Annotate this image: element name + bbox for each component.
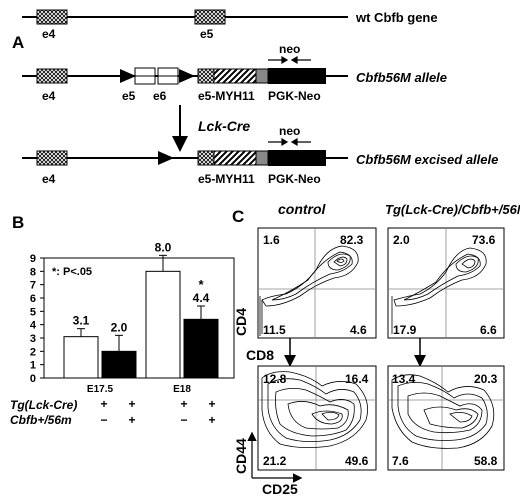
panel-c-label: C — [232, 207, 244, 226]
neo-primer-forward-icon — [268, 55, 289, 65]
genotype-sign: − — [180, 413, 187, 427]
cd25-axis-label: CD25 — [262, 481, 298, 497]
significance-mark: * — [198, 277, 204, 292]
data-label: 2.0 — [111, 320, 128, 334]
pgk-neo-box — [268, 68, 326, 84]
quadrant-value: 13.4 — [392, 372, 416, 386]
allele-e4-box — [36, 68, 68, 84]
cd44-axis-label: CD44 — [233, 438, 249, 474]
control-title: control — [278, 201, 327, 217]
bar-chart: *: P<.05 01 234 567 89 3.1 2.0 E17.5 8.0 4.4* E1… — [30, 240, 235, 395]
quadrant-value: 17.9 — [393, 323, 417, 337]
quadrant-value: 73.6 — [472, 233, 496, 247]
allele-e4-label: e4 — [42, 89, 56, 103]
excised-neo-label: neo — [279, 124, 300, 138]
genotype-sign: + — [128, 413, 135, 427]
contour-lines — [391, 374, 495, 449]
genotype-row1-label: Tg(Lck-Cre) — [10, 398, 77, 412]
y-tick-label: 2 — [30, 346, 36, 358]
fusion-e5-box — [197, 68, 215, 84]
neo-primer-reverse-icon — [290, 55, 311, 65]
y-tick-label: 5 — [30, 306, 36, 318]
y-tick-label: 4 — [30, 320, 37, 332]
quadrant-value: 21.2 — [263, 454, 287, 468]
genotype-sign: + — [208, 413, 215, 427]
panel-a-label: A — [12, 33, 24, 52]
x-tick-label: E17.5 — [87, 384, 114, 395]
data-label: 3.1 — [73, 314, 90, 328]
allele-title: Cbfb56M allele — [356, 70, 447, 85]
genotype-sign: + — [128, 397, 135, 411]
excised-e4-box — [36, 150, 68, 166]
quadrant-value: 16.4 — [345, 372, 369, 386]
genotype-row2-label: Cbfb+/56m — [10, 413, 72, 427]
data-label: 4.4 — [193, 291, 210, 305]
mutant-title: Tg(Lck-Cre)/Cbfb+/56M — [385, 202, 520, 217]
myh11-box — [213, 68, 257, 84]
excised-e4-label: e4 — [42, 172, 56, 186]
bar — [145, 270, 181, 379]
loxp-triangle — [158, 151, 174, 165]
genotype-sign: − — [100, 413, 107, 427]
y-tick-label: 8 — [30, 266, 36, 278]
bar — [101, 350, 137, 379]
y-tick-label: 9 — [30, 253, 36, 265]
flow-plot-control-cd4-cd8 — [257, 227, 377, 339]
pgk-neo-label: PGK-Neo — [268, 89, 321, 103]
excised-title: Cbfb56M excised allele — [356, 152, 498, 167]
genotype-sign: + — [208, 397, 215, 411]
allele-e5-label: e5 — [122, 89, 136, 103]
y-tick-label: 0 — [30, 373, 36, 385]
panel-b-label: B — [12, 213, 24, 232]
genotype-sign: + — [180, 397, 187, 411]
quadrant-value: 58.8 — [474, 454, 498, 468]
quadrant-value: 12.8 — [263, 372, 287, 386]
contour-lines — [261, 371, 369, 448]
flow-plot-mutant-cd44-cd25 — [387, 365, 505, 471]
loxp-triangle — [179, 69, 195, 83]
quadrant-value: 1.6 — [263, 233, 280, 247]
chart-legend: *: P<.05 — [52, 266, 92, 278]
quadrant-value: 82.3 — [340, 233, 364, 247]
exon-e5-label: e5 — [200, 27, 214, 41]
quadrant-value: 20.3 — [474, 372, 498, 386]
excised-fusion-label: e5-MYH11 — [198, 172, 255, 186]
exon-e5-box — [194, 9, 226, 25]
exon-e4-label: e4 — [42, 27, 56, 41]
quadrant-value: 49.6 — [345, 454, 369, 468]
flow-plot-mutant-cd4-cd8 — [387, 227, 505, 339]
y-tick-label: 6 — [30, 293, 36, 305]
quadrant-value: 2.0 — [393, 233, 410, 247]
excised-pgk-label: PGK-Neo — [268, 172, 321, 186]
exon-e4-box — [36, 9, 68, 25]
quadrant-value: 7.6 — [392, 454, 409, 468]
bar — [63, 336, 99, 379]
cre-label: Lck-Cre — [198, 118, 250, 134]
wt-gene-title: wt Cbfb gene — [355, 10, 438, 25]
contour-lines — [259, 245, 359, 336]
x-tick-label: E18 — [173, 384, 191, 395]
data-label: 8.0 — [155, 240, 172, 254]
quadrant-value: 4.6 — [350, 323, 367, 337]
y-tick-label: 3 — [30, 333, 36, 345]
contour-lines — [391, 247, 487, 334]
quadrant-value: 11.5 — [263, 323, 286, 337]
flow-plot-control-cd44-cd25 — [257, 365, 377, 471]
loxp-triangle — [120, 69, 136, 83]
cd8-axis-label: CD8 — [246, 347, 274, 363]
neo-label: neo — [279, 42, 300, 56]
bar — [183, 318, 219, 379]
allele-e6-label: e6 — [153, 89, 167, 103]
y-tick-label: 1 — [30, 360, 36, 372]
quadrant-value: 6.6 — [480, 323, 497, 337]
cd4-axis-label: CD4 — [233, 308, 249, 336]
genotype-sign: + — [100, 397, 107, 411]
fusion-label: e5-MYH11 — [198, 89, 255, 103]
y-tick-label: 7 — [30, 280, 36, 292]
